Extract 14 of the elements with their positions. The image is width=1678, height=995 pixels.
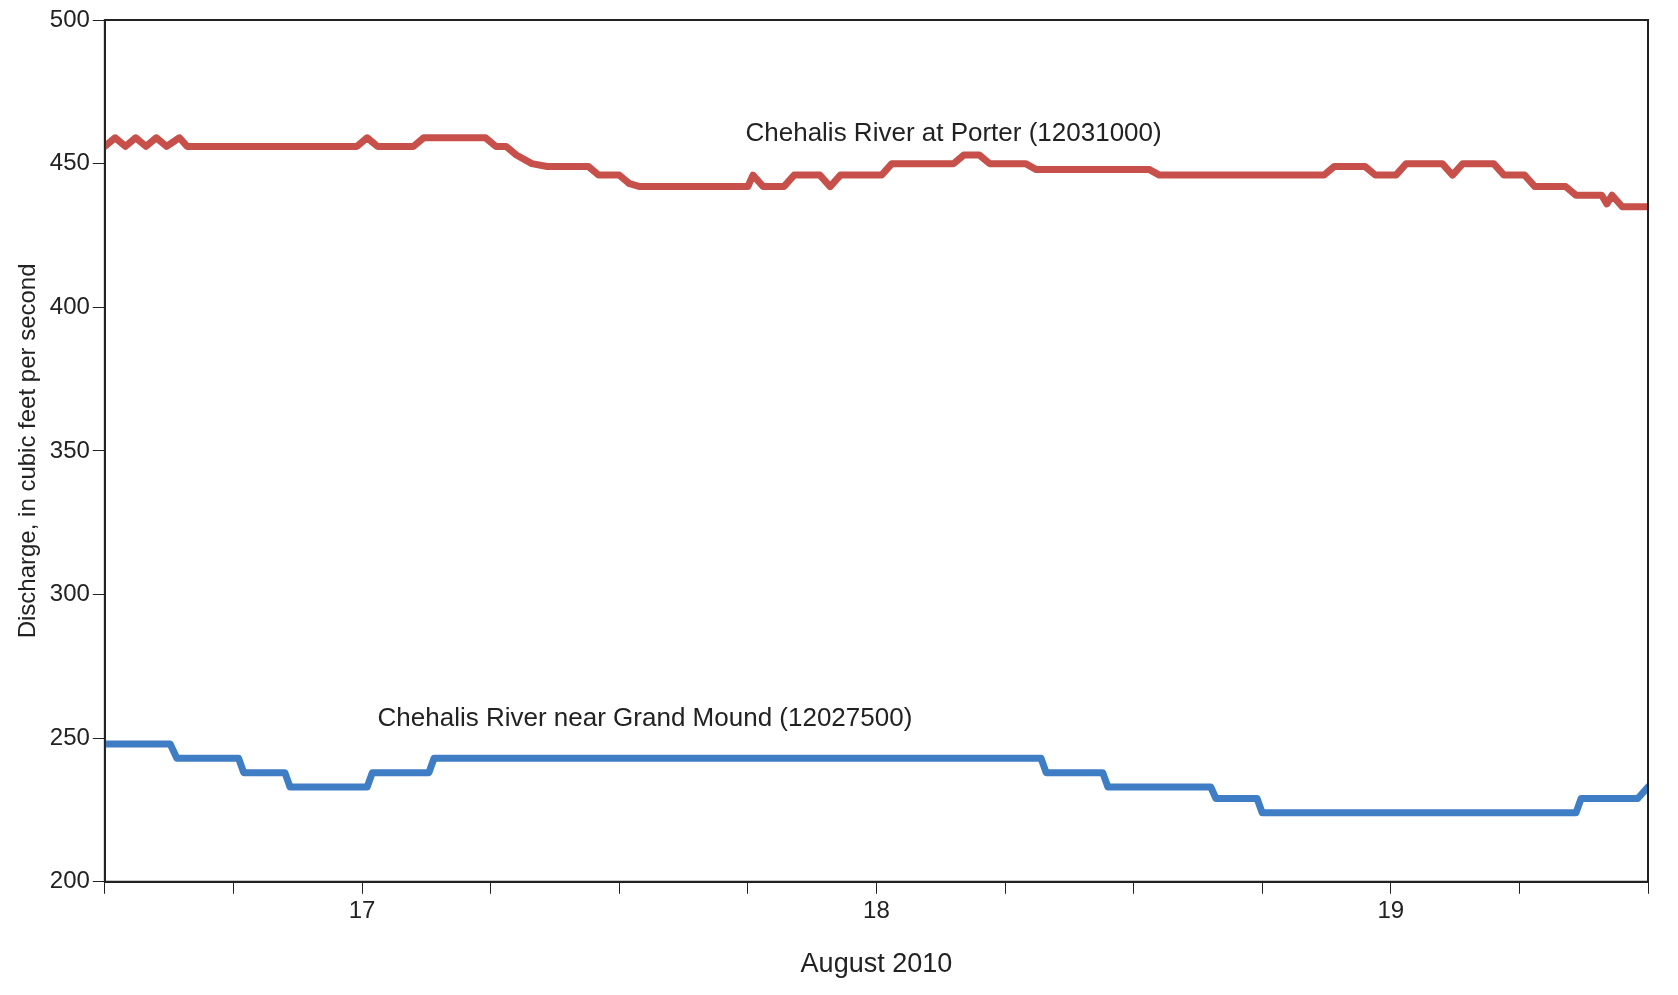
y-axis-title: Discharge, in cubic feet per second [13, 263, 41, 639]
series-label: Chehalis River near Grand Mound (12027500) [377, 702, 913, 733]
y-tick-label: 500 [49, 4, 90, 32]
y-tick-label: 200 [49, 866, 90, 894]
series-label: Chehalis River at Porter (12031000) [745, 116, 1162, 147]
y-tick-label: 350 [49, 435, 90, 463]
y-tick-label: 450 [49, 148, 90, 176]
x-tick-label: 18 [863, 895, 890, 923]
x-axis-title: August 2010 [800, 948, 953, 979]
y-tick-label: 400 [49, 291, 90, 319]
y-tick-label: 300 [49, 579, 90, 607]
x-tick-label: 19 [1377, 895, 1405, 923]
y-tick-label: 250 [49, 722, 90, 750]
x-tick-label: 17 [348, 895, 376, 923]
